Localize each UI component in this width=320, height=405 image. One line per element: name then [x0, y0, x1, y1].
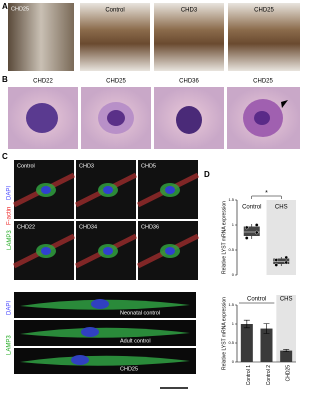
panel-letter: A	[2, 2, 8, 11]
nucleus	[81, 327, 99, 337]
nucleus	[103, 247, 113, 255]
label: Control	[105, 8, 124, 14]
channel: LAMP3	[7, 230, 13, 250]
error-bar	[263, 323, 270, 334]
channel-label: F-actin	[7, 207, 13, 225]
shade	[276, 295, 296, 362]
y-axis-label: Relative LYST mRNA expression	[221, 201, 227, 274]
point	[244, 225, 249, 230]
panel-letter: D	[204, 170, 210, 179]
label: Adult control	[120, 338, 151, 344]
x-tick-label: Control 1	[246, 365, 252, 386]
label: CHD36	[141, 224, 159, 230]
label: CHD25	[106, 79, 126, 85]
y-tick-label: 1	[232, 321, 235, 326]
category-label: Control	[242, 205, 261, 211]
nucleus	[165, 247, 175, 255]
blood-smears	[8, 87, 300, 149]
y-tick-label: 0	[232, 359, 235, 364]
panel-letter: B	[2, 75, 8, 84]
y-tick-label: 0.5	[228, 247, 234, 252]
nucleus	[165, 186, 175, 194]
label: CHD34	[79, 224, 97, 230]
label: CHD25	[253, 79, 273, 85]
x-tick-label: Control 2	[266, 365, 272, 386]
point	[284, 260, 289, 265]
label: CHD25	[254, 8, 274, 14]
label: Neonatal control	[120, 310, 160, 316]
label: Control	[17, 163, 35, 169]
label: CHD25	[11, 6, 29, 12]
point	[274, 263, 279, 267]
point	[284, 255, 289, 260]
bar	[280, 350, 293, 362]
figure: A CHD25 Control CHD3 CHD25 B CHD22 CHD25…	[2, 2, 300, 389]
label: CHD3	[181, 8, 198, 14]
channel-label: LAMP3	[7, 230, 13, 250]
micrograph	[80, 3, 150, 71]
photo	[8, 3, 74, 71]
point	[254, 223, 259, 227]
y-tick-label: 1.5	[228, 302, 234, 307]
fluorescence-grid: Control CHD3 CHD5 CHD22 CHD34 CHD36	[12, 160, 200, 280]
cell-strips: Neonatal control Adult control CHD25	[14, 292, 196, 389]
bar	[240, 324, 253, 362]
y-tick-label: 0	[232, 272, 235, 277]
cell	[20, 355, 190, 366]
label: CHD22	[33, 79, 53, 85]
nucleus	[41, 247, 51, 255]
label: CHD5	[141, 163, 156, 169]
micrograph	[228, 3, 300, 71]
y-tick-label: 0.5	[228, 340, 234, 345]
group-label: CHS	[280, 297, 293, 303]
y-tick-label: 1	[232, 222, 235, 227]
error-bar	[243, 319, 250, 329]
panel-letter: C	[2, 152, 8, 161]
error-bar	[283, 349, 290, 353]
label: CHD25	[120, 366, 138, 372]
nucleus	[103, 186, 113, 194]
significance: *	[265, 190, 268, 197]
nucleus	[41, 186, 51, 194]
channel-label: LAMP3	[7, 335, 13, 355]
group-label: Control	[247, 297, 266, 303]
category-label: CHS	[275, 205, 288, 211]
bar	[260, 328, 273, 362]
label: CHD22	[17, 224, 35, 230]
bracket	[251, 195, 282, 199]
box	[243, 226, 260, 236]
label: CHD36	[179, 79, 199, 85]
cell	[20, 327, 190, 338]
channel-label: DAPI	[7, 186, 13, 200]
channel-label: DAPI	[7, 301, 13, 315]
x-tick-label: CHD25	[285, 365, 291, 382]
point	[274, 258, 279, 262]
micrograph	[154, 3, 224, 71]
y-axis-label: Relative LYST mRNA expression	[221, 297, 227, 370]
label: CHD3	[79, 163, 94, 169]
y-tick-label: 1.5	[228, 197, 234, 202]
point	[254, 230, 259, 235]
point	[244, 236, 249, 240]
nucleus	[91, 299, 109, 309]
nucleus	[71, 355, 89, 365]
